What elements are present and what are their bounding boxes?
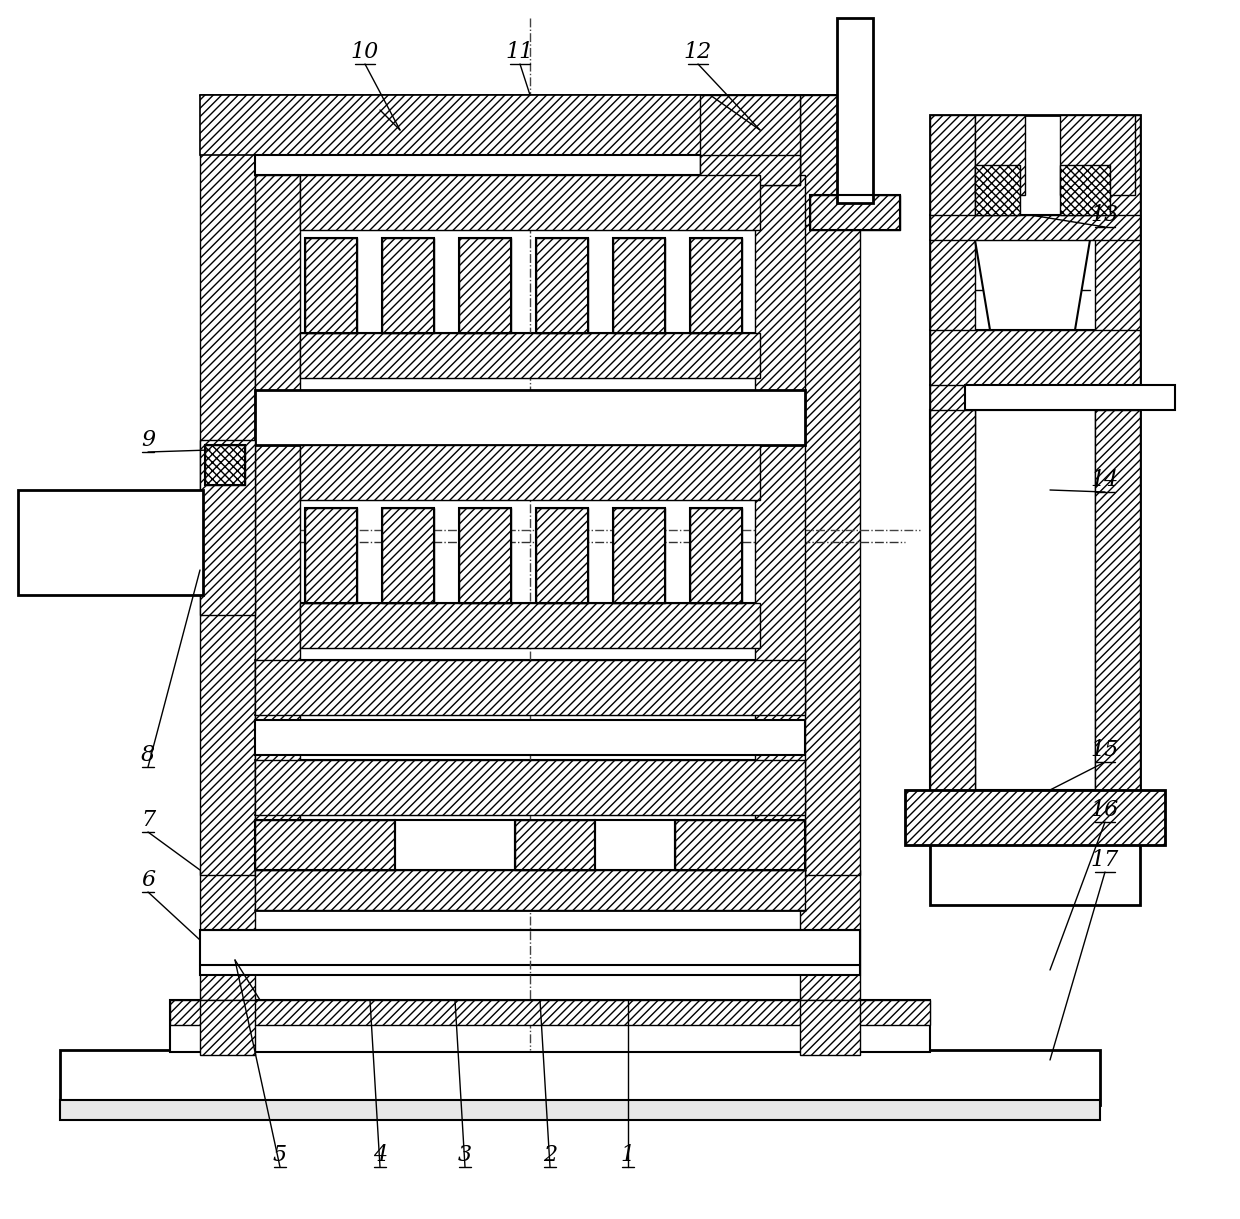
Bar: [905, 790, 1166, 845]
Bar: [60, 1100, 1100, 1120]
Bar: [689, 508, 742, 603]
Bar: [255, 820, 396, 870]
Bar: [595, 820, 675, 870]
Bar: [200, 440, 255, 616]
Text: 4: 4: [373, 1143, 387, 1167]
Bar: [305, 508, 357, 603]
Bar: [701, 155, 800, 185]
Bar: [675, 820, 805, 870]
Bar: [536, 508, 588, 603]
Bar: [19, 490, 203, 595]
Text: 2: 2: [543, 1143, 557, 1167]
Bar: [382, 508, 434, 603]
Text: 10: 10: [351, 41, 379, 63]
Bar: [300, 603, 760, 649]
Bar: [200, 95, 861, 155]
Text: 3: 3: [458, 1143, 472, 1167]
Bar: [701, 95, 800, 185]
Bar: [255, 176, 300, 875]
Bar: [689, 238, 742, 333]
Bar: [382, 238, 434, 333]
Text: 17: 17: [1091, 848, 1120, 872]
Bar: [255, 390, 805, 445]
Text: 8: 8: [141, 744, 155, 766]
Bar: [170, 1000, 930, 1052]
Bar: [930, 410, 1140, 790]
Bar: [459, 238, 511, 333]
Bar: [905, 790, 1166, 845]
Bar: [975, 115, 1025, 195]
Bar: [255, 155, 730, 176]
Bar: [170, 1000, 930, 1025]
Bar: [300, 445, 760, 500]
Bar: [396, 820, 515, 870]
Bar: [305, 508, 357, 603]
Bar: [930, 115, 1140, 904]
Bar: [255, 820, 396, 870]
Text: 7: 7: [141, 809, 155, 831]
Bar: [536, 508, 588, 603]
Bar: [800, 95, 861, 226]
Bar: [459, 238, 511, 333]
Bar: [1060, 115, 1135, 195]
Bar: [1095, 410, 1140, 790]
Text: 13: 13: [1091, 204, 1120, 226]
Bar: [459, 508, 511, 603]
Bar: [382, 508, 434, 603]
Text: 5: 5: [273, 1143, 288, 1167]
Bar: [930, 215, 1140, 240]
Bar: [200, 930, 861, 975]
Bar: [800, 1000, 861, 1054]
Bar: [930, 330, 1140, 385]
Bar: [536, 238, 588, 333]
Bar: [810, 195, 900, 230]
Bar: [1095, 115, 1140, 795]
Bar: [689, 508, 742, 603]
Polygon shape: [975, 240, 1090, 330]
Bar: [205, 445, 246, 485]
Bar: [1060, 165, 1110, 215]
Bar: [930, 115, 975, 795]
Bar: [60, 1050, 1100, 1104]
Text: 16: 16: [1091, 798, 1120, 822]
Bar: [305, 238, 357, 333]
Bar: [255, 870, 805, 911]
Bar: [255, 659, 805, 716]
Bar: [459, 508, 511, 603]
Bar: [755, 176, 805, 875]
Bar: [536, 238, 588, 333]
Text: 9: 9: [141, 429, 155, 451]
Bar: [965, 385, 1176, 410]
Bar: [810, 195, 900, 230]
Bar: [837, 18, 873, 204]
Bar: [613, 238, 665, 333]
Bar: [300, 176, 760, 230]
Bar: [800, 95, 861, 875]
Bar: [300, 333, 760, 378]
Text: 1: 1: [621, 1143, 635, 1167]
Bar: [255, 720, 805, 755]
Bar: [200, 1000, 255, 1054]
Text: 12: 12: [684, 41, 712, 63]
Bar: [613, 508, 665, 603]
Bar: [382, 238, 434, 333]
Bar: [200, 870, 255, 1004]
Bar: [305, 238, 357, 333]
Bar: [975, 165, 1021, 215]
Bar: [515, 820, 595, 870]
Bar: [800, 870, 861, 1004]
Text: 14: 14: [1091, 469, 1120, 491]
Bar: [613, 508, 665, 603]
Bar: [675, 820, 805, 870]
Bar: [613, 238, 665, 333]
Bar: [930, 410, 975, 790]
Text: 15: 15: [1091, 739, 1120, 761]
Bar: [255, 759, 805, 816]
Bar: [205, 445, 246, 485]
Bar: [689, 238, 742, 333]
Bar: [200, 95, 255, 875]
Text: 11: 11: [506, 41, 534, 63]
Bar: [515, 820, 595, 870]
Text: 6: 6: [141, 869, 155, 891]
